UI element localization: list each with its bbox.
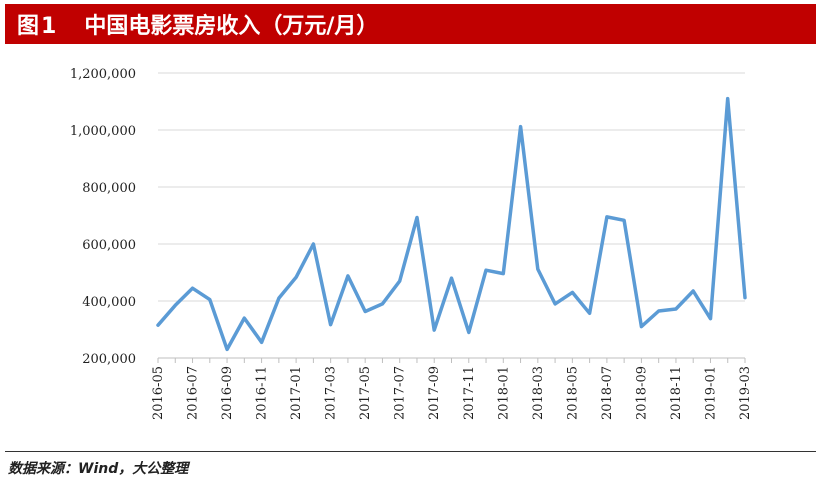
x-axis: 2016-05 2016-07 2016-09 2016-11 2017-01 2017-…: [151, 357, 753, 420]
x-tick-label: 2017-01: [289, 366, 304, 420]
footer-divider: [5, 451, 816, 452]
x-tick-label: 2017-09: [427, 366, 442, 420]
x-tick-label: 2018-09: [634, 366, 649, 420]
x-tick-label: 2016-07: [186, 366, 201, 420]
figure-label: 图1: [17, 14, 59, 39]
y-tick-label: 400,000: [82, 295, 136, 310]
line-chart: 200,000 400,000 600,000 800,000 1,000,000 1,2…: [70, 67, 753, 420]
x-tick-label: 2016-11: [255, 366, 270, 420]
source-note: 数据来源：Wind，大公整理: [8, 461, 189, 477]
y-tick-label: 200,000: [82, 352, 136, 367]
y-tick-label: 1,200,000: [70, 67, 136, 82]
x-tick-label: 2017-07: [393, 366, 408, 420]
x-tick-label: 2017-03: [324, 366, 339, 420]
gridlines: [158, 72, 745, 359]
y-tick-label: 1,000,000: [70, 124, 136, 139]
title-bar: 图1 中国电影票房收入（万元/月）: [5, 4, 816, 44]
x-tick-label: 2018-05: [565, 366, 580, 420]
x-tick-label: 2017-11: [462, 366, 477, 420]
x-tick-label: 2019-03: [738, 366, 753, 420]
x-tick-label: 2018-11: [669, 366, 684, 420]
y-tick-label: 600,000: [82, 238, 136, 253]
x-tick-label: 2018-03: [531, 366, 546, 420]
series-layer: [156, 96, 747, 352]
series-line: [156, 96, 747, 352]
y-axis: 200,000 400,000 600,000 800,000 1,000,000 1,2…: [70, 67, 136, 367]
x-tick-label: 2018-07: [600, 366, 615, 420]
x-tick-label: 2017-05: [358, 366, 373, 420]
x-tick-label: 2018-01: [496, 366, 511, 420]
y-tick-label: 800,000: [82, 181, 136, 196]
x-tick-label: 2016-05: [151, 366, 166, 420]
chart-title: 中国电影票房收入（万元/月）: [84, 14, 379, 39]
x-tick-label: 2016-09: [220, 366, 235, 420]
x-tick-label: 2019-01: [703, 366, 718, 420]
